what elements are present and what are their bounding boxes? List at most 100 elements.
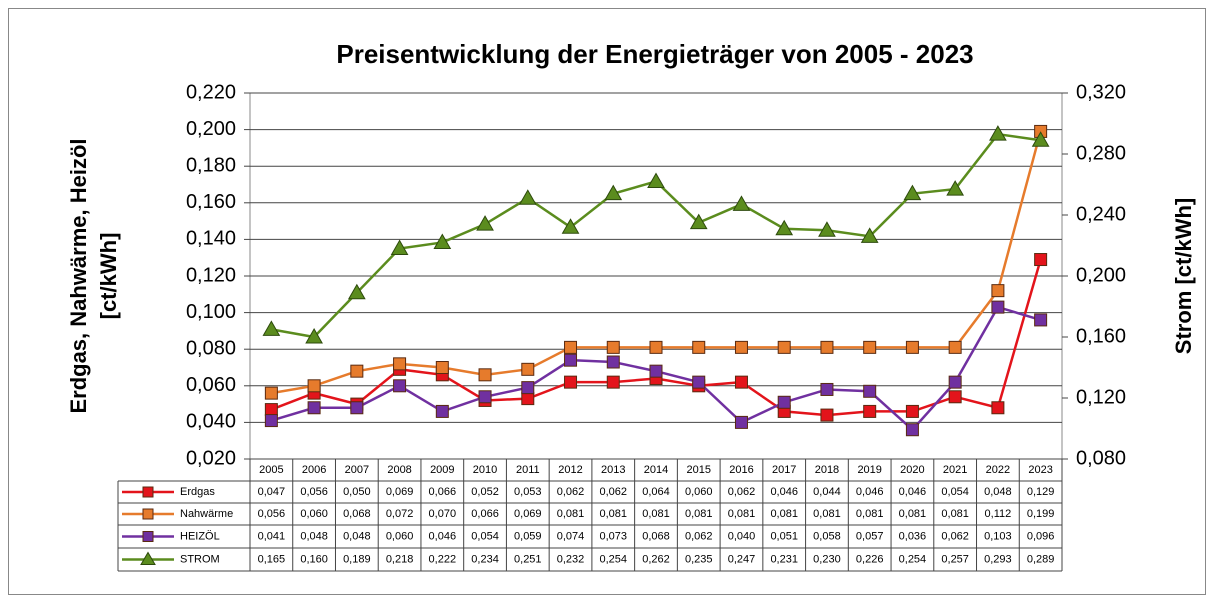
y2-tick-label: 0,200 — [1076, 264, 1126, 286]
table-value: 0,160 — [300, 553, 328, 565]
table-value: 0,057 — [856, 530, 884, 542]
marker — [905, 423, 919, 437]
marker — [307, 379, 321, 393]
marker — [564, 353, 578, 367]
table-value: 0,060 — [685, 486, 713, 498]
table-value: 0,056 — [300, 486, 328, 498]
marker — [606, 340, 620, 354]
table-value: 0,218 — [386, 553, 414, 565]
table-value: 0,069 — [514, 508, 542, 520]
y-tick-label: 0,020 — [186, 447, 236, 469]
legend-marker — [142, 486, 154, 498]
table-value: 0,072 — [386, 508, 414, 520]
y2-axis-title: Strom [ct/kWh] — [1171, 198, 1196, 354]
table-value: 0,062 — [599, 486, 627, 498]
marker — [991, 401, 1005, 415]
legend-marker — [140, 551, 156, 565]
x-tick-label: 2014 — [644, 464, 668, 476]
marker — [734, 340, 748, 354]
table-value: 0,066 — [429, 486, 457, 498]
marker — [863, 340, 877, 354]
table-value: 0,069 — [386, 486, 414, 498]
y2-tick-label: 0,240 — [1076, 203, 1126, 225]
marker — [1034, 253, 1048, 267]
x-tick-label: 2007 — [345, 464, 369, 476]
table-value: 0,059 — [514, 530, 542, 542]
table-value: 0,081 — [685, 508, 713, 520]
y-tick-label: 0,200 — [186, 118, 236, 140]
legend-label: HEIZÖL — [180, 530, 220, 542]
table-value: 0,046 — [856, 486, 884, 498]
marker — [948, 375, 962, 389]
table-value: 0,046 — [770, 486, 798, 498]
table-value: 0,081 — [813, 508, 841, 520]
marker — [350, 364, 364, 378]
marker — [521, 392, 535, 406]
marker — [775, 219, 794, 236]
y2-tick-label: 0,160 — [1076, 325, 1126, 347]
x-tick-label: 2022 — [986, 464, 1010, 476]
y-tick-label: 0,080 — [186, 337, 236, 359]
marker — [948, 390, 962, 404]
x-tick-label: 2012 — [558, 464, 582, 476]
x-tick-label: 2020 — [900, 464, 924, 476]
y-tick-label: 0,100 — [186, 301, 236, 323]
marker — [860, 227, 879, 243]
table-value: 0,062 — [557, 486, 585, 498]
marker — [692, 375, 706, 389]
y-tick-label: 0,140 — [186, 228, 236, 250]
table-value: 0,064 — [642, 486, 670, 498]
marker — [393, 357, 407, 371]
table-value: 0,165 — [258, 553, 286, 565]
marker — [564, 375, 578, 389]
marker — [863, 384, 877, 398]
marker — [435, 404, 449, 418]
table-value: 0,074 — [557, 530, 585, 542]
marker — [692, 340, 706, 354]
marker — [521, 362, 535, 376]
table-value: 0,226 — [856, 553, 884, 565]
table-value: 0,066 — [471, 508, 499, 520]
table-value: 0,222 — [429, 553, 457, 565]
table-value: 0,129 — [1027, 486, 1055, 498]
table-value: 0,068 — [642, 530, 670, 542]
x-tick-label: 2018 — [815, 464, 839, 476]
table-value: 0,254 — [899, 553, 927, 565]
table-value: 0,081 — [941, 508, 969, 520]
marker — [991, 300, 1005, 314]
y-tick-label: 0,120 — [186, 264, 236, 286]
table-value: 0,056 — [258, 508, 286, 520]
legend-label: Nahwärme — [180, 508, 233, 520]
x-tick-label: 2011 — [516, 464, 540, 476]
y-tick-label: 0,160 — [186, 191, 236, 213]
marker — [946, 180, 965, 196]
table-value: 0,062 — [941, 530, 969, 542]
table-value: 0,040 — [728, 530, 756, 542]
table-value: 0,046 — [899, 486, 927, 498]
marker — [606, 355, 620, 369]
table-value: 0,199 — [1027, 508, 1055, 520]
y-tick-label: 0,040 — [186, 411, 236, 433]
y-tick-label: 0,180 — [186, 154, 236, 176]
x-tick-label: 2021 — [943, 464, 967, 476]
marker — [818, 221, 836, 237]
table-value: 0,189 — [343, 553, 371, 565]
table-value: 0,235 — [685, 553, 713, 565]
table-value: 0,062 — [685, 530, 713, 542]
table-value: 0,052 — [471, 486, 499, 498]
marker — [476, 215, 494, 231]
marker — [264, 414, 278, 428]
marker — [777, 340, 791, 354]
table-value: 0,053 — [514, 486, 542, 498]
table-value: 0,081 — [770, 508, 798, 520]
marker — [305, 327, 323, 344]
marker — [347, 283, 366, 300]
table-value: 0,234 — [471, 553, 499, 565]
y2-tick-label: 0,320 — [1076, 81, 1126, 103]
x-tick-label: 2013 — [601, 464, 625, 476]
table-value: 0,058 — [813, 530, 841, 542]
table-value: 0,103 — [984, 530, 1012, 542]
marker — [649, 364, 663, 378]
marker — [820, 382, 834, 396]
y2-tick-label: 0,080 — [1076, 447, 1126, 469]
